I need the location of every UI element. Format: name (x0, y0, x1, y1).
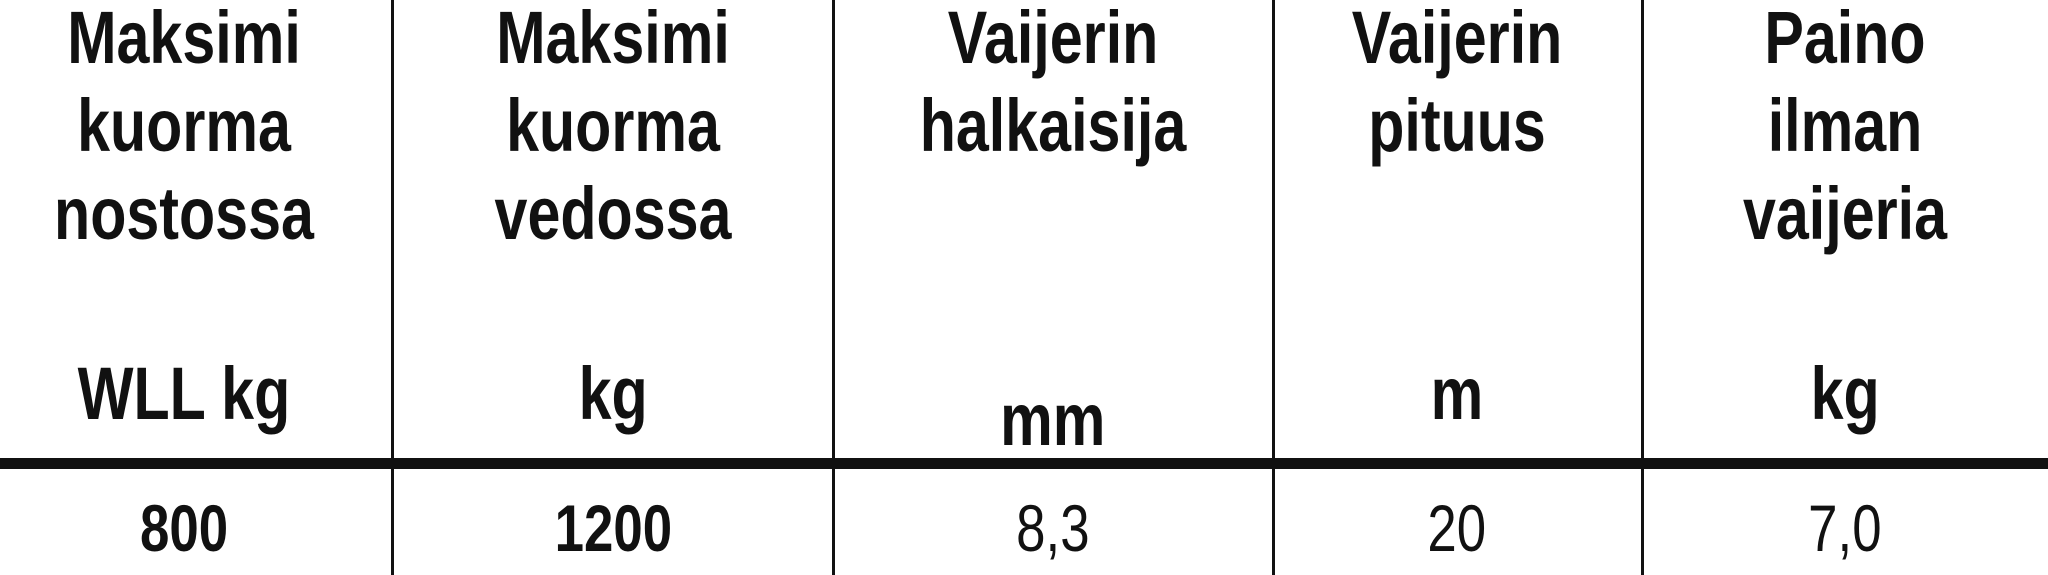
header-max-pull-load: Maksimi kuorma vedossa (393, 0, 833, 258)
header-wire-diameter: Vaijerin halkaisija (833, 0, 1273, 170)
unit-text: WLL kg (77, 352, 291, 435)
column-divider (1272, 0, 1275, 575)
header-line: Maksimi (67, 0, 301, 79)
header-weight-without-wire: Paino ilman vaijeria (1625, 0, 2048, 258)
header-line: Paino (1764, 0, 1926, 79)
value-cell: 8,3 (833, 488, 1273, 568)
value-cell: 800 (0, 488, 404, 568)
header-line: halkaisija (919, 84, 1187, 167)
value-text: 7,0 (1808, 491, 1882, 565)
header-max-lift-load: Maksimi kuorma nostossa (0, 0, 404, 258)
unit-text: m (1430, 352, 1484, 435)
unit-text: mm (1000, 378, 1106, 461)
header-line: Vaijerin (1351, 0, 1563, 79)
header-line: ilman (1767, 84, 1923, 167)
column-divider (391, 0, 394, 575)
value-cell: 1200 (393, 488, 833, 568)
header-line: Vaijerin (947, 0, 1159, 79)
column-divider (1641, 0, 1644, 575)
header-line: kuorma (77, 84, 291, 167)
unit-cell: mm (833, 376, 1273, 464)
unit-cell: kg (1625, 350, 2048, 438)
unit-cell: kg (393, 350, 833, 438)
value-cell: 20 (1237, 488, 1677, 568)
header-divider (0, 458, 2048, 469)
header-wire-length: Vaijerin pituus (1237, 0, 1677, 170)
value-text: 20 (1427, 491, 1487, 565)
column-divider (832, 0, 835, 575)
value-text: 1200 (554, 491, 672, 565)
header-line: nostossa (54, 172, 314, 255)
value-text: 800 (139, 491, 229, 565)
header-line: Maksimi (496, 0, 730, 79)
header-line: vedossa (494, 172, 732, 255)
header-line: kuorma (506, 84, 720, 167)
unit-text: kg (578, 352, 648, 435)
unit-cell: m (1237, 350, 1677, 438)
value-cell: 7,0 (1625, 488, 2048, 568)
header-line: pituus (1368, 84, 1546, 167)
value-text: 8,3 (1016, 491, 1090, 565)
header-line: vaijeria (1742, 172, 1948, 255)
unit-cell: WLL kg (0, 350, 404, 438)
unit-text: kg (1810, 352, 1880, 435)
